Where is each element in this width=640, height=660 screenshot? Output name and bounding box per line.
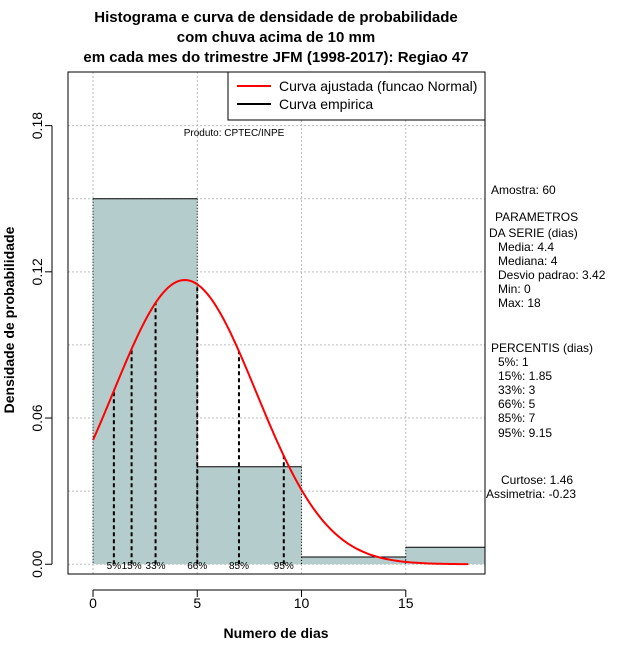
percentil-33: 33%: 3 <box>498 383 536 397</box>
percentile-label-66%: 66% <box>187 561 207 572</box>
fitted-normal-curve <box>92 278 469 566</box>
percentile-label-5%: 5% <box>107 561 122 572</box>
axes: 0 5 10 15 0.00 0.06 0.12 0.18 <box>29 112 414 611</box>
legend-fitted-label: Curva ajustada (funcao Normal) <box>279 78 477 94</box>
x-axis-label: Numero de dias <box>223 625 328 641</box>
param-title-2: DA SERIE (dias) <box>489 226 578 240</box>
legend-empirical-label: Curva empirica <box>279 96 373 112</box>
histogram-bars <box>92 198 485 565</box>
percentil-15: 15%: 1.85 <box>498 369 552 383</box>
param-mediana: Mediana: 4 <box>498 254 558 268</box>
x-tick-label-10: 10 <box>294 595 310 611</box>
param-title-1: PARAMETROS <box>495 210 578 224</box>
percentile-label-85%: 85% <box>229 561 249 572</box>
percentil-95: 95%: 9.15 <box>498 426 552 440</box>
histogram-bar-2 <box>197 466 302 565</box>
x-tick-label-5: 5 <box>193 595 201 611</box>
percentile-label-95%: 95% <box>274 561 294 572</box>
y-tick-label-1: 0.06 <box>29 404 45 431</box>
stat-curtose: Curtose: 1.46 <box>501 473 573 487</box>
stat-amostra: Amostra: 60 <box>491 183 556 197</box>
y-tick-label-3: 0.18 <box>29 112 45 139</box>
percentis-title: PERCENTIS (dias) <box>491 341 593 355</box>
histogram-bar-3 <box>301 556 406 565</box>
chart-title-line-3: em cada mes do trimestre JFM (1998-2017)… <box>83 49 468 66</box>
x-tick-label-15: 15 <box>398 595 414 611</box>
stat-assimetria: Assimetria: -0.23 <box>486 487 576 501</box>
y-tick-label-0: 0.00 <box>29 550 45 577</box>
produto-credit: Produto: CPTEC/INPE <box>184 128 285 139</box>
param-desvio: Desvio padrao: 3.42 <box>498 268 606 282</box>
percentile-label-33%: 33% <box>146 561 166 572</box>
param-min: Min: 0 <box>498 282 531 296</box>
param-max: Max: 18 <box>498 296 541 310</box>
percentil-85: 85%: 7 <box>498 411 536 425</box>
histogram-bar-4 <box>405 547 485 565</box>
legend: Curva ajustada (funcao Normal) Curva emp… <box>227 71 486 121</box>
stats-panel: Amostra: 60 PARAMETROS DA SERIE (dias) M… <box>486 183 606 501</box>
chart-title-line-1: Histograma e curva de densidade de proba… <box>94 9 457 26</box>
y-axis-label: Densidade de probabilidade <box>1 226 17 413</box>
percentile-lines: 5% 15% 33% 66% 85% 95% <box>107 284 294 572</box>
x-tick-label-0: 0 <box>89 595 97 611</box>
percentil-5: 5%: 1 <box>498 355 529 369</box>
y-tick-label-2: 0.12 <box>29 258 45 285</box>
histogram-bar-1 <box>93 198 198 565</box>
chart-title-line-2: com chuva acima de 10 mm <box>177 29 375 46</box>
percentile-label-15%: 15% <box>122 561 142 572</box>
percentil-66: 66%: 5 <box>498 397 536 411</box>
param-media: Media: 4.4 <box>498 240 554 254</box>
legend-box <box>227 71 486 121</box>
